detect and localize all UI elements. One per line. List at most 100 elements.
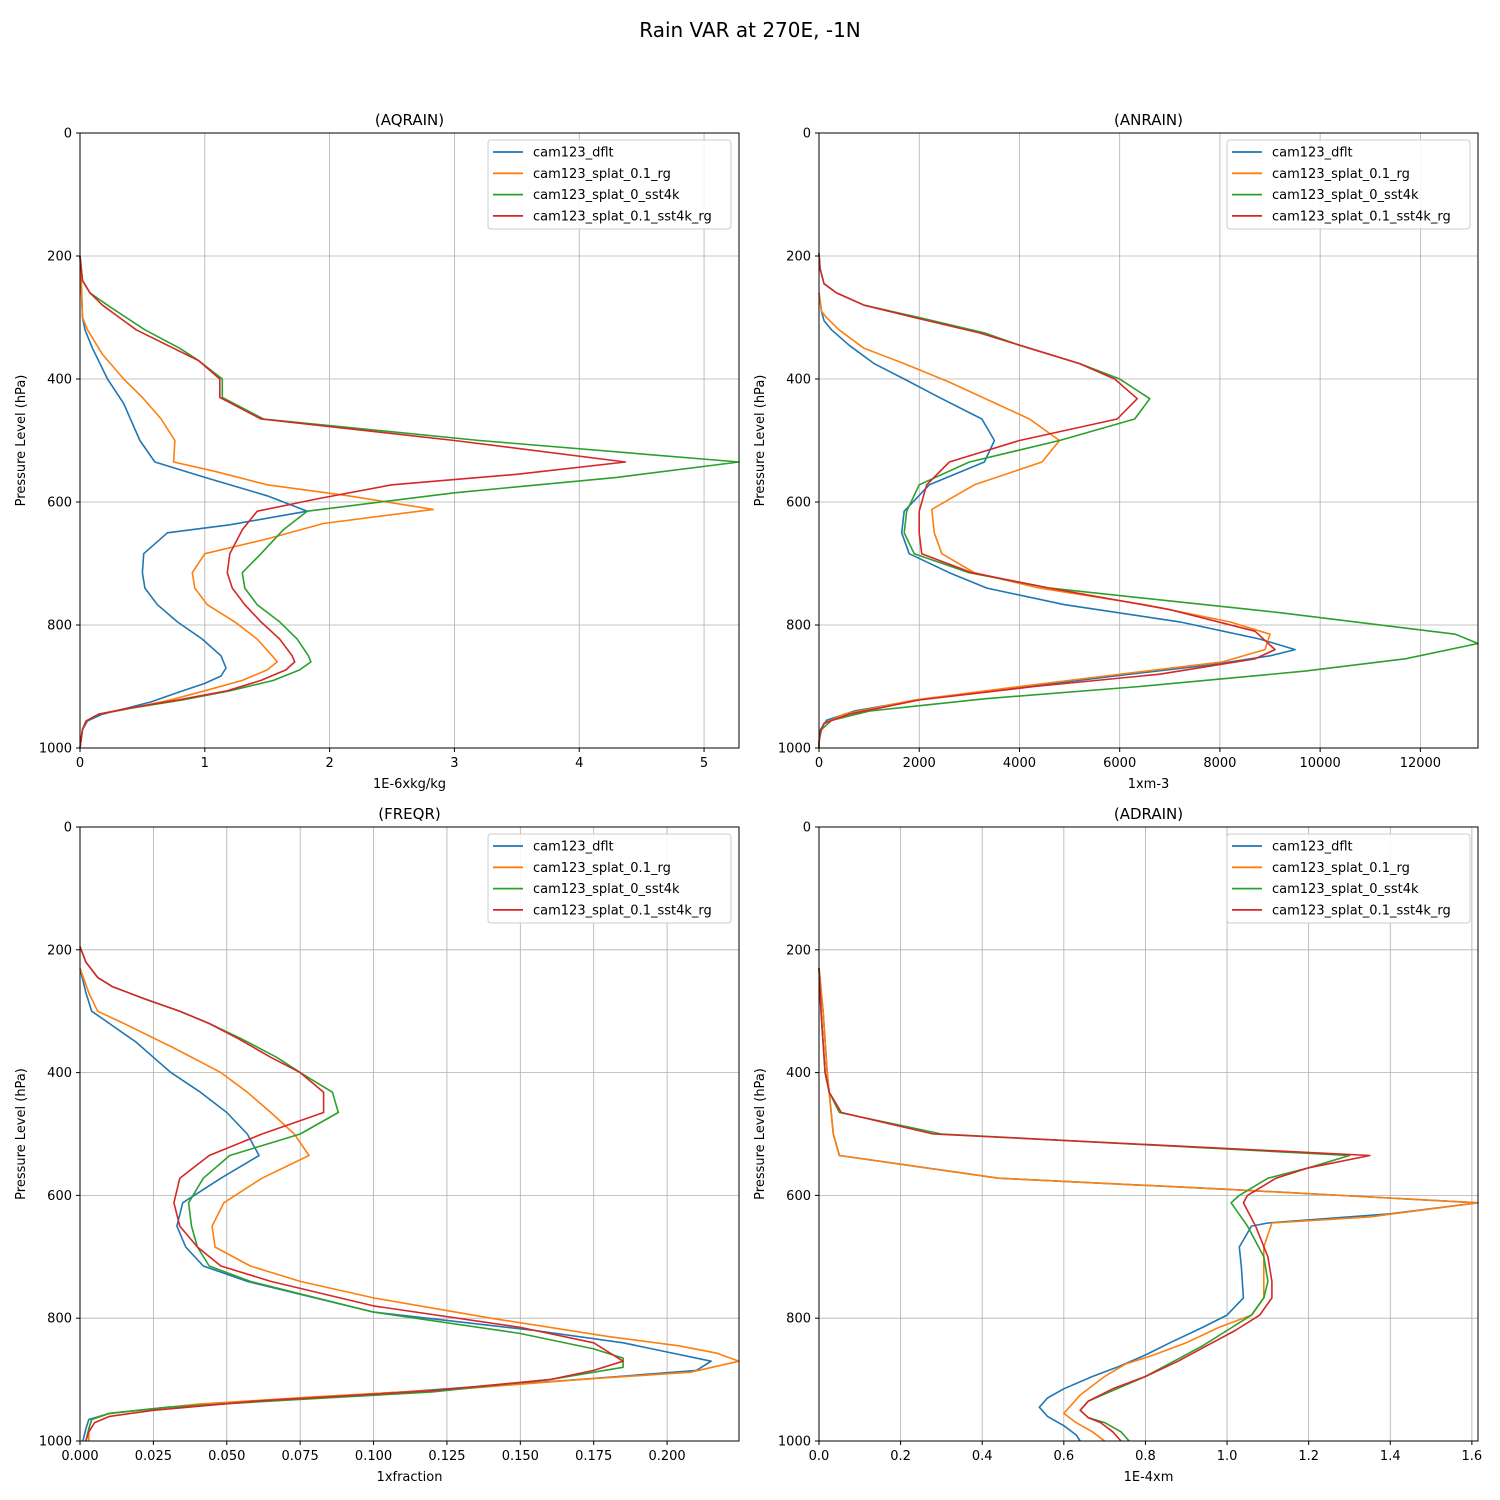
x-tick-label: 0.4 [972, 1449, 993, 1464]
x-tick-label: 0.100 [355, 1449, 392, 1464]
x-tick-label: 2 [325, 756, 333, 771]
x-axis-label: 1xfraction [377, 1470, 443, 1485]
x-tick-label: 0.150 [502, 1449, 539, 1464]
chart-panel-4: 0.0 0.2 0.4 0.6 0.8 1.0 1.2 1.4 1.6 0 200 400 600 800… [753, 805, 1482, 1485]
y-tick-label: 800 [786, 619, 811, 634]
x-axis-label: 1E-4xm [1124, 1470, 1174, 1485]
legend-box [487, 139, 732, 230]
plot-frame [79, 132, 740, 749]
legend-entry: cam123_dflt [533, 146, 614, 161]
legend-entry: cam123_splat_0_sst4k [1272, 882, 1419, 897]
legend-entry: cam123_splat_0.1_sst4k_rg [533, 903, 712, 918]
x-tick-label: 2000 [903, 756, 936, 771]
y-tick-label: 400 [786, 373, 811, 388]
x-tick-label: 0.075 [282, 1449, 319, 1464]
legend-entry: cam123_splat_0.1_rg [1272, 167, 1410, 182]
legend-entry: cam123_splat_0.1_rg [533, 861, 671, 876]
y-tick-label: 400 [47, 1066, 72, 1081]
x-tick-label: 4000 [1003, 756, 1036, 771]
x-tick-label: 0.2 [890, 1449, 911, 1464]
series-line-cam123_splat_0.1_rg [79, 967, 740, 1441]
y-tick-label: 600 [786, 1189, 811, 1204]
y-tick-label: 1000 [39, 1435, 72, 1450]
y-tick-label: 800 [786, 1312, 811, 1327]
series-line-cam123_splat_0.1_sst4k_rg [818, 968, 1371, 1442]
legend-entry: cam123_splat_0.1_rg [533, 167, 671, 182]
series-line-cam123_splat_0.1_rg [818, 968, 1479, 1442]
y-axis-label: Pressure Level (hPa) [14, 1068, 29, 1200]
x-tick-label: 8000 [1203, 756, 1236, 771]
legend-entry: cam123_splat_0_sst4k [533, 188, 680, 203]
chart-panel-1: 0 1 2 3 4 5 0 200 400 600 800 1000 (AQRAIN) 1E-6xkg/k… [14, 111, 740, 792]
y-tick-label: 0 [64, 127, 72, 142]
x-tick-label: 10000 [1299, 756, 1340, 771]
legend-entry: cam123_splat_0.1_sst4k_rg [533, 209, 712, 224]
x-tick-label: 0 [815, 756, 823, 771]
y-tick-label: 600 [47, 496, 72, 511]
y-tick-label: 200 [47, 250, 72, 265]
x-tick-label: 1.0 [1217, 1449, 1238, 1464]
x-tick-label: 0.0 [809, 1449, 830, 1464]
x-tick-label: 0 [76, 756, 84, 771]
legend-entry: cam123_splat_0.1_sst4k_rg [1272, 209, 1451, 224]
x-tick-label: 1 [201, 756, 209, 771]
x-tick-label: 0.025 [135, 1449, 172, 1464]
x-tick-label: 6000 [1103, 756, 1136, 771]
figure-title: Rain VAR at 270E, -1N [639, 18, 861, 42]
legend: cam123_dflt cam123_splat_0.1_rg cam123_spl… [1226, 139, 1471, 230]
y-axis-label: Pressure Level (hPa) [753, 375, 768, 507]
legend-entry: cam123_dflt [1272, 146, 1353, 161]
x-tick-label: 3 [450, 756, 458, 771]
legend-entry: cam123_dflt [1272, 840, 1353, 855]
y-tick-label: 0 [803, 127, 811, 142]
chart-panel-3: 0.000 0.025 0.050 0.075 0.100 0.125 0.150 0.175… [14, 805, 740, 1485]
x-tick-label: 0.050 [208, 1449, 245, 1464]
plot-frame [79, 826, 740, 1442]
x-axis-label: 1E-6xkg/kg [373, 777, 446, 792]
x-tick-label: 5 [700, 756, 708, 771]
legend-box [487, 833, 732, 924]
y-tick-label: 600 [786, 496, 811, 511]
x-tick-label: 12000 [1400, 756, 1441, 771]
x-tick-label: 1.6 [1462, 1449, 1483, 1464]
y-tick-label: 400 [786, 1066, 811, 1081]
legend: cam123_dflt cam123_splat_0.1_rg cam123_spl… [487, 833, 732, 924]
legend-box [1226, 139, 1471, 230]
x-axis-label: 1xm-3 [1128, 777, 1170, 792]
series-line-cam123_splat_0.1_sst4k_rg [79, 255, 627, 749]
legend-entry: cam123_splat_0.1_sst4k_rg [1272, 903, 1451, 918]
x-tick-label: 1.2 [1298, 1449, 1319, 1464]
panel-title: (FREQR) [378, 805, 440, 823]
y-tick-label: 400 [47, 373, 72, 388]
plot-frame [818, 132, 1479, 749]
y-tick-label: 600 [47, 1189, 72, 1204]
plot-frame [818, 826, 1479, 1442]
x-tick-label: 4 [575, 756, 583, 771]
x-tick-label: 0.000 [61, 1449, 98, 1464]
x-tick-label: 0.6 [1053, 1449, 1074, 1464]
x-tick-label: 0.175 [575, 1449, 612, 1464]
legend-entry: cam123_splat_0_sst4k [533, 882, 680, 897]
series-line-cam123_splat_0_sst4k [818, 252, 1479, 748]
y-axis-label: Pressure Level (hPa) [14, 375, 29, 507]
panel-title: (ANRAIN) [1114, 111, 1183, 129]
y-tick-label: 1000 [778, 1435, 811, 1450]
series-line-cam123_splat_0.1_sst4k_rg [79, 946, 624, 1442]
legend-entry: cam123_dflt [533, 840, 614, 855]
legend: cam123_dflt cam123_splat_0.1_rg cam123_spl… [487, 139, 732, 230]
y-axis-label: Pressure Level (hPa) [753, 1068, 768, 1200]
y-tick-label: 200 [786, 250, 811, 265]
panel-title: (ADRAIN) [1114, 805, 1183, 823]
legend-entry: cam123_splat_0_sst4k [1272, 188, 1419, 203]
panel-title: (AQRAIN) [375, 111, 444, 129]
legend-entry: cam123_splat_0.1_rg [1272, 861, 1410, 876]
x-tick-label: 0.8 [1135, 1449, 1156, 1464]
x-tick-label: 1.4 [1380, 1449, 1401, 1464]
y-tick-label: 0 [64, 821, 72, 836]
y-tick-label: 1000 [778, 742, 811, 757]
y-tick-label: 1000 [39, 742, 72, 757]
y-tick-label: 800 [47, 1312, 72, 1327]
legend-box [1226, 833, 1471, 924]
chart-panel-2: 0 2000 4000 6000 8000 10000 12000 0 200 400 600 800… [753, 111, 1479, 792]
